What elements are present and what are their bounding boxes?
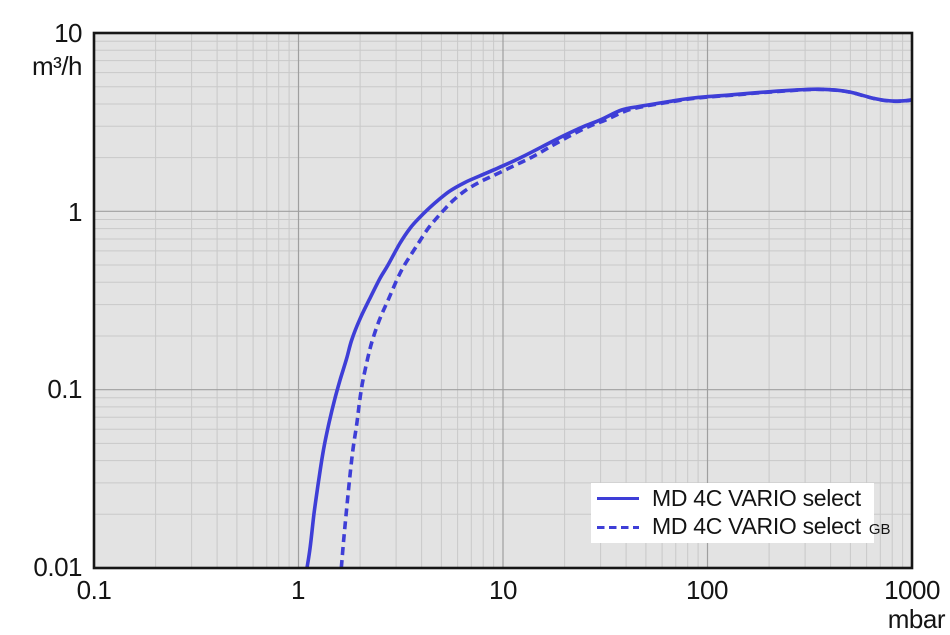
legend-item-solid: MD 4C VARIO select — [591, 484, 874, 513]
chart-legend: MD 4C VARIO select MD 4C VARIO select GB — [591, 483, 891, 543]
solid-line-icon — [597, 497, 639, 500]
y-tick-label-0-1: 0.1 — [47, 374, 82, 404]
y-tick-label-0-01: 0.01 — [33, 552, 82, 582]
x-tick-label-0-1: 0.1 — [76, 575, 112, 605]
legend-item-dashed: MD 4C VARIO select GB — [591, 513, 891, 542]
y-tick-label-10: 10 — [54, 18, 82, 48]
y-tick-label-1: 1 — [68, 197, 82, 227]
x-tick-label-100: 100 — [686, 575, 728, 605]
x-tick-label-1000: 1000 — [884, 575, 940, 605]
series-curve-md-4c-vario-select-gb — [339, 87, 912, 568]
legend-item-label-text: MD 4C VARIO select — [652, 512, 861, 539]
x-tick-label-1: 1 — [291, 575, 305, 605]
y-axis-unit-label: m³/h — [32, 51, 83, 81]
x-tick-label-10: 10 — [489, 575, 517, 605]
legend-gb-suffix: GB — [868, 520, 891, 538]
curves — [305, 87, 912, 568]
legend-item-label: MD 4C VARIO select — [652, 485, 861, 511]
x-axis-unit-label: mbar — [887, 604, 946, 634]
grid-major — [94, 33, 912, 568]
legend-item-label: MD 4C VARIO select GB — [652, 512, 891, 541]
series-curve-md-4c-vario-select — [305, 87, 912, 568]
dashed-line-icon — [597, 525, 639, 530]
plot-frame — [92, 31, 914, 570]
